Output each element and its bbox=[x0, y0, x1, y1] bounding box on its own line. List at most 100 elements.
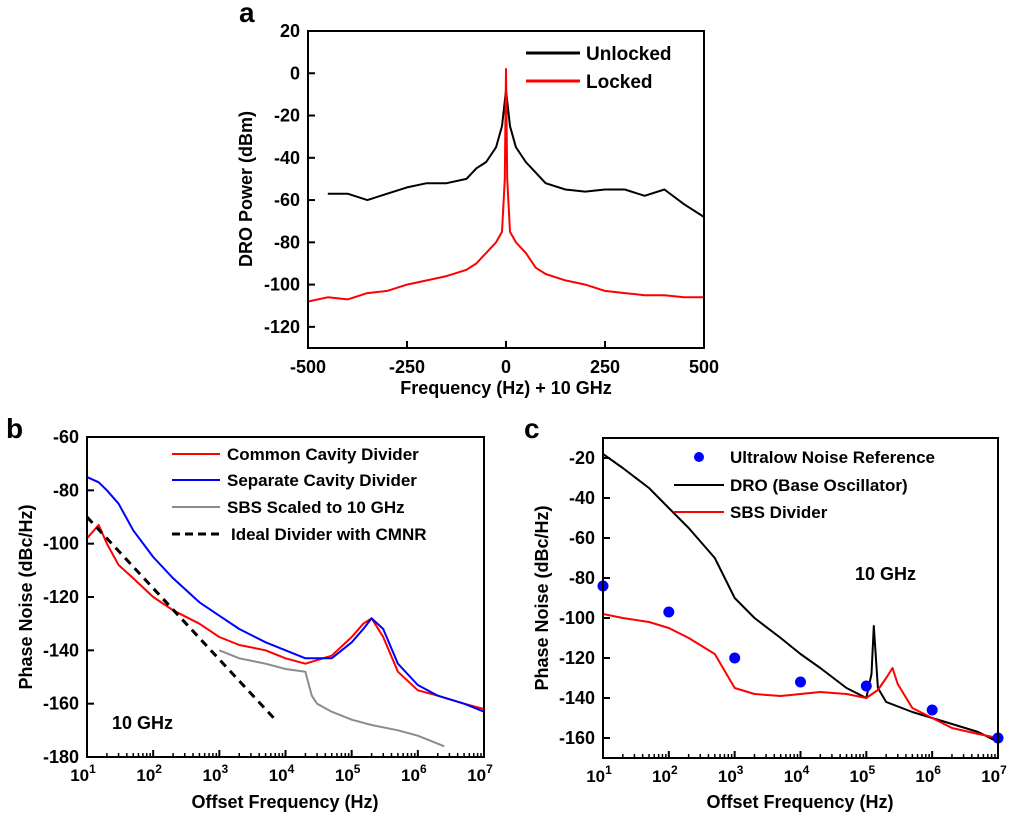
panel-b-line-separate-cavity-divider bbox=[87, 476, 484, 713]
panel-c-y-ticks: -20 -40 -60 -80 -100 -120 -140 -160 bbox=[559, 448, 610, 748]
panel-a-line-locked bbox=[308, 68, 704, 303]
panel-c-point-ultralow-noise-reference bbox=[729, 652, 741, 664]
panel-c-x-tick-label: 101 bbox=[586, 763, 612, 786]
panel-b-y-tick-label: -100 bbox=[43, 534, 79, 554]
panel-b-line-sbs-scaled-to-10-ghz bbox=[218, 649, 445, 748]
panel-b-legend: Common Cavity Divider Separate Cavity Di… bbox=[172, 445, 427, 544]
panel-c-y-axis-label: Phase Noise (dBc/Hz) bbox=[532, 505, 552, 690]
legend-label-unlocked: Unlocked bbox=[586, 44, 672, 65]
panel-b-x-axis-label: Offset Frequency (Hz) bbox=[191, 792, 378, 812]
legend-label-common-cavity: Common Cavity Divider bbox=[227, 445, 419, 464]
panel-c-x-tick-label: 102 bbox=[652, 763, 678, 786]
panel-b-y-tick-label: -60 bbox=[53, 427, 79, 447]
panel-a-x-axis-label: Frequency (Hz) + 10 GHz bbox=[400, 378, 612, 398]
panel-b-x-tick-exponent: 2 bbox=[155, 762, 162, 776]
panel-b-x-tick-label: 102 bbox=[136, 762, 162, 785]
legend-label-sbs-scaled: SBS Scaled to 10 GHz bbox=[227, 498, 405, 517]
panel-a-x-tick-label: 500 bbox=[689, 357, 719, 377]
panel-a-label: a bbox=[239, 0, 255, 28]
panel-c-point-ultralow-noise-reference bbox=[663, 606, 675, 618]
panel-c-x-tick-exponent: 5 bbox=[868, 763, 875, 777]
panel-a-x-tick-label: 0 bbox=[501, 357, 511, 377]
panel-a-y-axis-label: DRO Power (dBm) bbox=[236, 111, 256, 267]
panel-a: a -500 -250 0 250 500 20 0 -20 -40 -60 -80 -100 -12… bbox=[236, 0, 719, 398]
legend-label-ultralow-reference: Ultralow Noise Reference bbox=[730, 448, 935, 467]
panel-c-y-tick-label: -40 bbox=[569, 488, 595, 508]
legend-label-locked: Locked bbox=[586, 72, 653, 93]
panel-c-point-ultralow-noise-reference bbox=[926, 704, 938, 716]
panel-b-x-tick-exponent: 1 bbox=[89, 762, 96, 776]
panel-b-series bbox=[87, 476, 484, 748]
panel-b-x-tick-exponent: 3 bbox=[221, 762, 228, 776]
legend-label-separate-cavity: Separate Cavity Divider bbox=[227, 471, 417, 490]
panel-b-y-tick-label: -140 bbox=[43, 640, 79, 660]
panel-a-y-tick-label: -40 bbox=[274, 148, 300, 168]
panel-c: c 101 102 103 104 105 106 107 -20 -40 -60 -80 -100… bbox=[524, 413, 1007, 812]
panel-a-x-tick-label: -500 bbox=[290, 357, 326, 377]
panel-c-y-tick-label: -140 bbox=[559, 688, 595, 708]
panel-b-x-tick-exponent: 4 bbox=[288, 762, 295, 776]
panel-b-x-tick-exponent: 5 bbox=[354, 762, 361, 776]
panel-c-y-tick-label: -120 bbox=[559, 648, 595, 668]
panel-c-point-ultralow-noise-reference bbox=[795, 676, 806, 688]
panel-b-y-axis-label: Phase Noise (dBc/Hz) bbox=[16, 504, 36, 689]
legend-label-sbs-divider: SBS Divider bbox=[730, 503, 828, 522]
panel-c-y-tick-label: -60 bbox=[569, 528, 595, 548]
panel-c-line-dro-base-oscillator bbox=[603, 453, 998, 743]
panel-b-frequency-annotation: 10 GHz bbox=[112, 713, 173, 733]
panel-a-x-ticks: -500 -250 0 250 500 bbox=[290, 341, 719, 377]
panel-a-line-unlocked bbox=[327, 89, 704, 218]
panel-c-x-tick-label: 105 bbox=[850, 763, 876, 786]
panel-b-y-tick-label: -80 bbox=[53, 480, 79, 500]
panel-a-x-tick-label: 250 bbox=[590, 357, 620, 377]
panel-c-x-tick-exponent: 1 bbox=[605, 763, 612, 777]
panel-c-x-tick-exponent: 3 bbox=[737, 763, 744, 777]
panel-b-x-ticks: 101 102 103 104 105 106 107 bbox=[70, 750, 493, 785]
panel-a-y-tick-label: -100 bbox=[264, 275, 300, 295]
panel-c-y-tick-label: -20 bbox=[569, 448, 595, 468]
panel-b-label: b bbox=[6, 413, 23, 444]
panel-a-y-tick-label: 20 bbox=[280, 21, 300, 41]
panel-c-y-tick-label: -80 bbox=[569, 568, 595, 588]
panel-b-x-tick-label: 106 bbox=[401, 762, 427, 785]
panel-a-y-ticks: 20 0 -20 -40 -60 -80 -100 -120 bbox=[264, 21, 315, 337]
panel-c-x-tick-label: 104 bbox=[784, 763, 810, 786]
panel-b-line-common-cavity-divider bbox=[87, 524, 484, 710]
panel-c-x-tick-exponent: 7 bbox=[1000, 763, 1007, 777]
panel-b-y-tick-label: -120 bbox=[43, 587, 79, 607]
panel-a-legend: Unlocked Locked bbox=[526, 44, 672, 93]
panel-b-x-tick-label: 107 bbox=[467, 762, 493, 785]
panel-c-frequency-annotation: 10 GHz bbox=[855, 564, 916, 584]
panel-c-x-tick-exponent: 2 bbox=[671, 763, 678, 777]
panel-a-y-tick-label: -20 bbox=[274, 106, 300, 126]
panel-b-y-ticks: -60 -80 -100 -120 -140 -160 -180 bbox=[43, 427, 94, 767]
panel-b-x-tick-label: 105 bbox=[335, 762, 361, 785]
panel-c-legend: Ultralow Noise Reference DRO (Base Oscil… bbox=[674, 448, 935, 522]
panel-a-y-tick-label: -120 bbox=[264, 317, 300, 337]
panel-b-x-tick-exponent: 7 bbox=[486, 762, 493, 776]
panel-c-line-sbs-divider bbox=[603, 613, 998, 739]
panel-c-x-ticks: 101 102 103 104 105 106 107 bbox=[586, 751, 1007, 786]
panel-b-x-tick-label: 104 bbox=[269, 762, 295, 785]
panel-c-x-tick-exponent: 6 bbox=[934, 763, 941, 777]
panel-b-x-tick-exponent: 6 bbox=[420, 762, 427, 776]
panel-b-x-tick-label: 103 bbox=[203, 762, 229, 785]
panel-a-y-tick-label: -60 bbox=[274, 190, 300, 210]
panel-c-x-tick-label: 103 bbox=[718, 763, 744, 786]
panel-c-x-tick-label: 106 bbox=[915, 763, 941, 786]
panel-b: b 101 102 103 104 105 106 107 -60-80-100-120-1… bbox=[6, 413, 493, 812]
legend-label-dro: DRO (Base Oscillator) bbox=[730, 476, 908, 495]
panel-c-x-axis-label: Offset Frequency (Hz) bbox=[706, 792, 893, 812]
legend-marker-ultralow-reference bbox=[694, 452, 704, 462]
panel-a-y-tick-label: 0 bbox=[290, 63, 300, 83]
panel-b-y-tick-label: -180 bbox=[43, 747, 79, 767]
panel-c-markers bbox=[597, 580, 1004, 744]
panel-c-y-tick-label: -160 bbox=[559, 728, 595, 748]
panel-a-y-tick-label: -80 bbox=[274, 232, 300, 252]
panel-c-x-tick-exponent: 4 bbox=[803, 763, 810, 777]
panel-c-x-tick-label: 107 bbox=[981, 763, 1007, 786]
panel-b-line-ideal-divider-with-cmnr bbox=[87, 515, 277, 721]
panel-c-label: c bbox=[524, 413, 540, 444]
panel-a-series bbox=[308, 68, 704, 303]
